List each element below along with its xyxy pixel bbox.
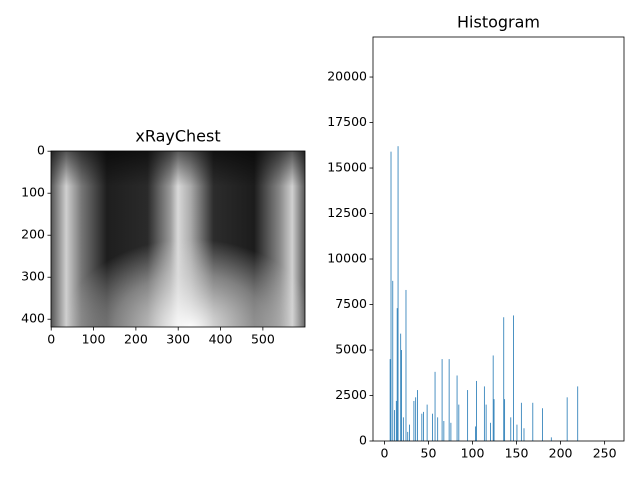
y-tick-label: 12500 xyxy=(327,205,367,220)
xray-image xyxy=(51,151,305,327)
x-tick-label: 300 xyxy=(166,332,190,347)
histogram-bar xyxy=(577,386,579,441)
x-tick-label: 100 xyxy=(82,332,106,347)
histogram-bar xyxy=(390,151,392,441)
histogram-bar xyxy=(432,413,433,441)
y-tick-label: 20000 xyxy=(327,69,367,84)
histogram-bar xyxy=(415,397,417,441)
histogram-bar xyxy=(476,380,477,441)
histogram-bar xyxy=(426,404,428,441)
histogram-bar xyxy=(400,333,402,441)
histogram-bar xyxy=(396,308,398,441)
histogram-bar xyxy=(441,359,443,441)
x-tick-label: 50 xyxy=(421,446,437,461)
histogram-bar xyxy=(520,402,522,441)
histogram-bar xyxy=(516,424,518,441)
histogram-bar xyxy=(492,355,494,441)
y-tick-label: 7500 xyxy=(335,296,367,311)
histogram-bar xyxy=(437,417,439,441)
y-tick-label: 200 xyxy=(21,227,45,242)
axes-frame xyxy=(372,36,625,442)
histogram-bar xyxy=(402,417,404,441)
histogram-bar xyxy=(423,411,424,441)
histogram-bar xyxy=(490,422,491,441)
histogram-bar xyxy=(417,390,418,441)
histogram-bar xyxy=(421,413,423,441)
histogram-bar xyxy=(394,410,395,441)
histogram-bar xyxy=(405,289,407,441)
histogram-bar xyxy=(392,280,394,441)
x-tick-label: 0 xyxy=(380,446,388,461)
histogram-bar xyxy=(475,426,476,441)
x-tick-label: 250 xyxy=(593,446,617,461)
histogram-bar xyxy=(532,402,534,441)
y-tick-label: 300 xyxy=(21,269,45,284)
histogram-bar xyxy=(456,375,458,441)
histogram-bar xyxy=(458,404,460,441)
y-tick-label: 17500 xyxy=(327,114,367,129)
x-tick-label: 500 xyxy=(251,332,275,347)
y-tick-label: 10000 xyxy=(327,251,367,266)
histogram-bar xyxy=(566,397,568,441)
y-tick-label: 2500 xyxy=(335,387,367,402)
histogram-bar xyxy=(443,420,445,441)
y-tick-label: 0 xyxy=(359,433,367,448)
x-tick-label: 100 xyxy=(461,446,485,461)
histogram-bar xyxy=(413,400,415,441)
histogram-bar xyxy=(397,146,399,441)
axes-title: Histogram xyxy=(457,13,540,32)
histogram-bar xyxy=(395,400,397,441)
y-tick-label: 5000 xyxy=(335,342,367,357)
y-tick-label: 0 xyxy=(37,143,45,158)
y-tick-label: 100 xyxy=(21,185,45,200)
histogram-bar xyxy=(485,404,487,441)
histogram-bar xyxy=(550,437,552,441)
x-tick-label: 400 xyxy=(209,332,233,347)
x-tick-label: 200 xyxy=(549,446,573,461)
histogram-bar xyxy=(504,399,506,441)
x-tick-label: 150 xyxy=(505,446,529,461)
histogram-bar xyxy=(523,428,525,441)
histogram-bar xyxy=(510,417,512,441)
histogram-bar xyxy=(467,390,469,441)
y-tick-label: 15000 xyxy=(327,160,367,175)
histogram-bar xyxy=(542,408,543,441)
histogram-bar xyxy=(483,386,485,441)
histogram-bar xyxy=(401,350,402,441)
histogram-bar xyxy=(513,315,514,441)
histogram-bar xyxy=(407,431,409,441)
y-tick-label: 400 xyxy=(21,311,45,326)
histogram-bar xyxy=(448,359,450,441)
histogram-bar xyxy=(503,317,505,441)
x-tick-label: 0 xyxy=(47,332,55,347)
axes-title: xRayChest xyxy=(135,127,220,146)
histogram-bar xyxy=(450,422,452,441)
histogram-bar xyxy=(493,399,495,441)
x-tick-label: 200 xyxy=(124,332,148,347)
histogram-bar xyxy=(409,424,410,441)
histogram-bar xyxy=(389,359,391,441)
histogram-bar xyxy=(434,371,436,441)
